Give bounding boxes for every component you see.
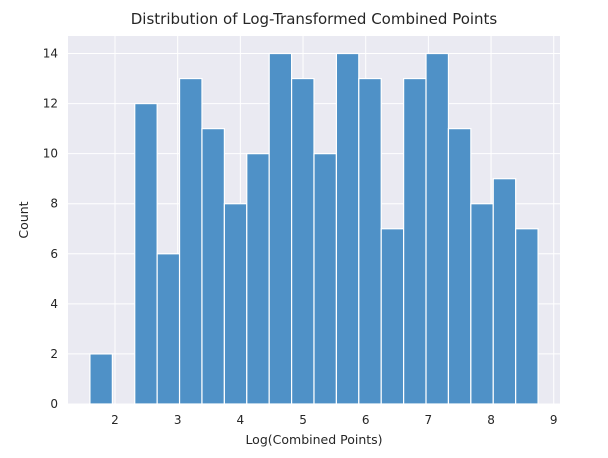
histogram-bar [313, 153, 338, 405]
y-tick-label: 6 [50, 247, 58, 261]
x-tick-label: 9 [550, 413, 558, 427]
x-tick-label: 8 [487, 413, 495, 427]
y-tick-label: 8 [50, 197, 58, 211]
histogram-bar [290, 77, 315, 405]
histogram-bar [134, 102, 158, 405]
histogram-bar [335, 52, 360, 405]
histogram-bar [268, 52, 293, 405]
y-axis-label: Count [16, 201, 31, 238]
x-axis-label: Log(Combined Points) [245, 432, 382, 447]
histogram-bar [425, 52, 450, 405]
histogram-bar [515, 228, 539, 405]
x-tick-label: 7 [425, 413, 433, 427]
x-tick-label: 3 [174, 413, 182, 427]
histogram-bar [201, 128, 225, 405]
y-tick-label: 10 [43, 147, 58, 161]
histogram-bar [156, 253, 181, 405]
y-tick-label: 4 [50, 297, 58, 311]
histogram-bar [89, 353, 113, 405]
y-axis-ticks: 0 2 4 6 8 10 12 14 [43, 47, 58, 411]
histogram-bar [447, 128, 472, 405]
histogram-bar [470, 203, 494, 405]
y-tick-label: 2 [50, 347, 58, 361]
x-tick-label: 4 [237, 413, 245, 427]
x-tick-label: 2 [111, 413, 119, 427]
y-tick-label: 14 [43, 47, 58, 61]
histogram-bar [492, 178, 517, 405]
histogram-bar [178, 77, 203, 405]
x-axis-ticks: 2 3 4 5 6 7 8 9 [111, 413, 557, 427]
histogram-bar [246, 153, 270, 405]
x-tick-label: 6 [362, 413, 370, 427]
y-tick-label: 12 [43, 97, 58, 111]
chart-title: Distribution of Log-Transformed Combined… [131, 10, 498, 28]
y-tick-label: 0 [50, 397, 58, 411]
histogram-bar [223, 203, 248, 405]
x-tick-label: 5 [299, 413, 307, 427]
bars [89, 52, 539, 405]
histogram-bar [380, 228, 405, 405]
histogram-bar [403, 77, 427, 405]
histogram-bar [358, 77, 382, 405]
